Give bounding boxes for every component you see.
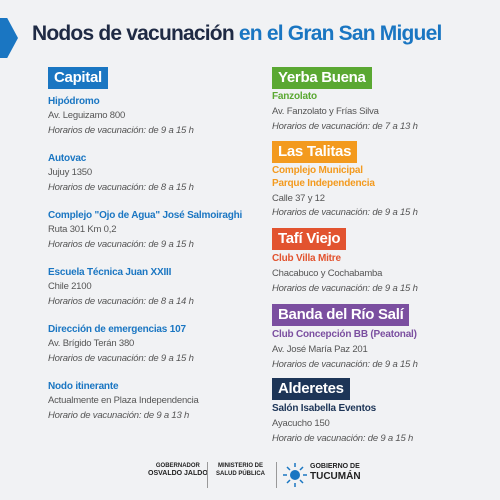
- node-address: Av. José María Paz 201: [272, 344, 368, 355]
- node-name: Salón Isabella Eventos: [272, 403, 376, 414]
- schedule-label: Horarios de vacunación:: [272, 121, 370, 132]
- node-address: Ruta 301 Km 0,2: [48, 224, 117, 236]
- node-name: Club Villa Mitre: [272, 253, 341, 264]
- node-name: Fanzolato: [272, 91, 317, 102]
- node-schedule: Horarios de vacunación: de 9 a 15 h: [272, 358, 418, 371]
- schedule-time: de 9 a 15 h: [372, 359, 418, 370]
- schedule-label: Horarios de vacunación:: [48, 238, 146, 250]
- node-address: Jujuy 1350: [48, 167, 92, 179]
- node-schedule: Horarios de vacunación: de 9 a 15 h: [272, 282, 418, 295]
- node-name: Hipódromo: [48, 96, 100, 107]
- node-address: Actualmente en Plaza Independencia: [48, 395, 199, 407]
- node-name: Escuela Técnica Juan XXIII: [48, 267, 172, 278]
- section-header: Yerba Buena: [272, 67, 372, 89]
- schedule-time: de 9 a 15 h: [367, 433, 414, 444]
- schedule-label: Horarios de vacunación:: [48, 295, 146, 307]
- node-schedule: Horarios de vacunación: de 9 a 15 h: [48, 352, 194, 365]
- governor-logo: GOBERNADOR OSVALDO JALDO: [148, 462, 208, 478]
- section-header: Las Talitas: [272, 141, 358, 163]
- accent-stripe: [0, 18, 18, 58]
- node-schedule: Horarios de vacunación: de 7 a 13 h: [272, 120, 418, 133]
- node-address: Chile 2100: [48, 281, 92, 293]
- node-address: Chacabuco y Cochabamba: [272, 268, 383, 279]
- node-name: Club Concepción BB (Peatonal): [272, 329, 417, 340]
- section-header: Alderetes: [272, 378, 350, 400]
- schedule-label: Horario de vacunación:: [48, 409, 142, 421]
- footer-text: GOBERNADOR: [155, 463, 200, 469]
- node-name: Autovac: [48, 153, 87, 164]
- node-name: Parque Independencia: [272, 178, 375, 189]
- section-header: Banda del Río Salí: [272, 304, 410, 326]
- footer-text: MINISTERIO DE: [217, 463, 263, 469]
- schedule-time: de 9 a 15 h: [148, 124, 194, 136]
- schedule-label: Horarios de vacunación:: [48, 124, 146, 136]
- schedule-label: Horarios de vacunación:: [272, 207, 370, 218]
- government-logo: GOBIERNO DE TUCUMÁN: [310, 462, 361, 482]
- node-address: Ayacucho 150: [272, 418, 330, 429]
- title: Nodos de vacunación en el Gran San Migue…: [32, 22, 442, 46]
- title-part: Nodos de vacunación: [32, 22, 235, 45]
- node-address: Av. Fanzolato y Frías Silva: [272, 106, 379, 117]
- schedule-time: de 9 a 15 h: [148, 352, 194, 364]
- ministry-logo: MINISTERIO DE SALUD PÚBLICA: [216, 462, 265, 478]
- section-header: Capital: [48, 67, 108, 89]
- schedule-label: Horarios de vacunación:: [48, 352, 146, 364]
- schedule-label: Horarios de vacunación:: [48, 181, 146, 193]
- divider: [276, 462, 277, 488]
- node-name: Complejo Municipal: [272, 165, 363, 176]
- node-schedule: Horarios de vacunación: de 9 a 15 h: [48, 124, 194, 137]
- schedule-label: Horarios de vacunación:: [272, 359, 370, 370]
- schedule-time: de 8 a 15 h: [148, 181, 194, 193]
- node-schedule: Horarios de vacunación: de 8 a 15 h: [48, 181, 194, 194]
- node-name: Complejo "Ojo de Agua" José Salmoiraghi: [48, 210, 243, 221]
- section-header: Tafí Viejo: [272, 228, 347, 250]
- schedule-time: de 8 a 14 h: [148, 295, 194, 307]
- node-address: Calle 37 y 12: [272, 192, 325, 204]
- footer-text: SALUD PÚBLICA: [216, 471, 265, 477]
- node-name: Dirección de emergencias 107: [48, 324, 186, 335]
- schedule-time: de 7 a 13 h: [372, 121, 418, 132]
- divider: [207, 462, 208, 488]
- schedule-time: de 9 a 15 h: [148, 238, 194, 250]
- footer-text: TUCUMÁN: [310, 471, 361, 482]
- node-schedule: Horarios de vacunación: de 9 a 15 h: [48, 238, 194, 251]
- footer-text: GOBIERNO DE: [310, 463, 360, 470]
- node-schedule: Horarios de vacunación: de 8 a 14 h: [48, 295, 194, 308]
- node-schedule: Horario de vacunación: de 9 a 13 h: [48, 409, 189, 422]
- node-schedule: Horario de vacunación: de 9 a 15 h: [272, 432, 413, 445]
- schedule-time: de 9 a 15 h: [372, 283, 418, 294]
- node-address: Av. Brígido Terán 380: [48, 338, 135, 350]
- sun-icon: [283, 463, 307, 487]
- schedule-time: de 9 a 15 h: [372, 207, 418, 218]
- node-address: Av. Leguizamo 800: [48, 110, 126, 122]
- schedule-label: Horarios de vacunación:: [272, 283, 370, 294]
- title-part: en el Gran San Miguel: [238, 22, 442, 45]
- schedule-time: de 9 a 13 h: [143, 409, 190, 421]
- schedule-label: Horario de vacunación:: [272, 433, 366, 444]
- node-schedule: Horarios de vacunación: de 9 a 15 h: [272, 206, 418, 219]
- node-name: Nodo itinerante: [48, 381, 119, 392]
- footer-text: OSVALDO JALDO: [148, 470, 208, 477]
